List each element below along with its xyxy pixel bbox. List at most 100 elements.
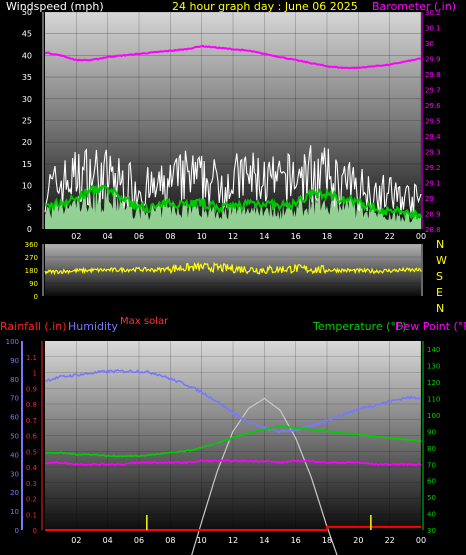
rain-humidity-temperature-chart: 010203040506070809010000.10.20.30.40.50.… bbox=[6, 338, 440, 555]
wind-barometer-chart: 0 5 10 15 20 25 30 35 40 45 50 28.8 28.9 29 29.1 29.2 29… bbox=[22, 8, 441, 241]
wind-y-tick-label: 0 bbox=[27, 225, 32, 234]
humidity-line bbox=[44, 368, 422, 434]
barometer-y-tick-label: 29.4 bbox=[425, 133, 441, 141]
wind-y-tick-label: 45 bbox=[22, 30, 32, 39]
wind-direction-line bbox=[44, 261, 422, 276]
temperature-y-tick-label: 80 bbox=[427, 445, 436, 453]
climate-x-tick-label: 04 bbox=[103, 536, 113, 545]
max-solar-line bbox=[191, 397, 338, 555]
rain-y-tick-label: 0.8 bbox=[26, 401, 37, 409]
barometer-y-tick-label: 29.9 bbox=[425, 56, 441, 64]
wind-x-tick-label: 00 bbox=[416, 232, 426, 241]
wind-x-tick-label: 10 bbox=[197, 232, 207, 241]
compass-letter: S bbox=[436, 270, 443, 283]
compass-letter: N bbox=[436, 302, 444, 315]
dewpoint-line bbox=[44, 459, 422, 467]
barometer-y-tick-label: 29.3 bbox=[425, 149, 441, 157]
rain-y-tick-label: 0.5 bbox=[26, 448, 37, 456]
wind-x-tick-label: 12 bbox=[228, 232, 238, 241]
climate-plot-background bbox=[45, 341, 421, 530]
barometer-y-tick-label: 30 bbox=[425, 40, 434, 48]
temperature-y-tick-label: 40 bbox=[427, 511, 436, 519]
temperature-y-tick-label: 110 bbox=[427, 396, 440, 404]
barometer-y-tick-label: 29.1 bbox=[425, 180, 441, 188]
compass-letter: E bbox=[436, 286, 443, 299]
humidity-y-tick-label: 90 bbox=[10, 357, 19, 365]
wind-x-tick-label: 18 bbox=[322, 232, 332, 241]
climate-x-tick-label: 10 bbox=[197, 536, 207, 545]
direction-y-tick-label: 90 bbox=[29, 280, 38, 288]
wind-y-tick-label: 30 bbox=[22, 95, 32, 104]
graph-title: 24 hour graph day : June 06 2025 bbox=[172, 0, 358, 13]
rainfall-line bbox=[45, 525, 421, 531]
direction-y-tick-label: 360 bbox=[25, 241, 38, 249]
rain-y-tick-label: 0.2 bbox=[26, 496, 37, 504]
climate-x-tick-label: 08 bbox=[165, 536, 175, 545]
humidity-y-tick-label: 30 bbox=[10, 470, 19, 478]
humidity-y-tick-label: 40 bbox=[10, 451, 19, 459]
temperature-y-tick-label: 130 bbox=[427, 363, 440, 371]
wind-y-tick-label: 35 bbox=[22, 73, 32, 82]
wind-x-tick-label: 14 bbox=[259, 232, 269, 241]
temperature-y-tick-label: 90 bbox=[427, 428, 436, 436]
climate-x-tick-label: 02 bbox=[71, 536, 81, 545]
max-solar-title: Max solar bbox=[120, 316, 169, 327]
climate-x-tick-label: 00 bbox=[416, 536, 426, 545]
climate-x-tick-label: 14 bbox=[259, 536, 269, 545]
climate-series-marks bbox=[44, 368, 422, 555]
wind-x-tick-label: 02 bbox=[71, 232, 81, 241]
barometer-y-tick-label: 29.2 bbox=[425, 164, 441, 172]
wind-average-line bbox=[44, 184, 422, 221]
rain-y-tick-label: 0 bbox=[33, 527, 37, 535]
rain-y-tick-label: 0.9 bbox=[26, 385, 37, 393]
wind-direction-chart: 0 90 180 270 360 bbox=[25, 241, 423, 301]
temperature-line bbox=[44, 425, 422, 458]
direction-y-tick-label: 180 bbox=[25, 267, 38, 275]
barometer-y-tick-label: 29.6 bbox=[425, 102, 441, 110]
rain-y-tick-label: 0.4 bbox=[26, 464, 38, 472]
temperature-y-tick-label: 100 bbox=[427, 412, 440, 420]
barometer-y-tick-label: 30.1 bbox=[425, 25, 441, 33]
direction-series-marks bbox=[44, 261, 422, 276]
wind-series-marks bbox=[44, 44, 422, 229]
barometer-y-tick-label: 30.2 bbox=[425, 9, 441, 17]
humidity-y-tick-label: 20 bbox=[10, 489, 19, 497]
wind-x-tick-label: 22 bbox=[385, 232, 395, 241]
humidity-y-tick-label: 100 bbox=[6, 338, 19, 346]
humidity-y-tick-label: 10 bbox=[10, 508, 19, 516]
temperature-title: Temperature (°F) bbox=[312, 320, 407, 333]
temperature-y-tick-label: 60 bbox=[427, 478, 436, 486]
rain-y-tick-label: 0.1 bbox=[26, 511, 37, 519]
dewpoint-title: Dew Point (°F) bbox=[395, 320, 466, 333]
barometer-y-tick-label: 28.8 bbox=[425, 226, 441, 234]
climate-x-tick-label: 18 bbox=[322, 536, 332, 545]
humidity-title: Humidity bbox=[68, 320, 118, 333]
direction-axis-ticks: 0 90 180 270 360 bbox=[25, 241, 423, 301]
temperature-y-tick-label: 70 bbox=[427, 461, 436, 469]
temperature-y-tick-label: 120 bbox=[427, 379, 440, 387]
rain-y-tick-label: 0.3 bbox=[26, 480, 37, 488]
climate-x-tick-label: 06 bbox=[134, 536, 144, 545]
compass-letter: N bbox=[436, 238, 444, 251]
barometer-y-tick-label: 29.5 bbox=[425, 118, 441, 126]
climate-x-tick-label: 12 bbox=[228, 536, 238, 545]
humidity-y-tick-label: 50 bbox=[10, 433, 19, 441]
humidity-y-tick-label: 0 bbox=[15, 527, 19, 535]
barometer-title: Barometer (.in) bbox=[372, 0, 456, 13]
barometer-y-tick-label: 29.7 bbox=[425, 87, 441, 95]
compass-letter: W bbox=[436, 254, 447, 267]
direction-y-tick-label: 0 bbox=[34, 293, 38, 301]
wind-y-tick-label: 50 bbox=[22, 8, 32, 17]
humidity-y-tick-label: 60 bbox=[10, 414, 19, 422]
wind-y-tick-label: 15 bbox=[22, 160, 32, 169]
wind-x-tick-label: 08 bbox=[165, 232, 175, 241]
barometer-y-tick-label: 28.9 bbox=[425, 211, 441, 219]
wind-y-tick-label: 5 bbox=[27, 203, 32, 212]
humidity-y-tick-label: 80 bbox=[10, 376, 19, 384]
humidity-y-tick-label: 70 bbox=[10, 395, 19, 403]
barometer-y-tick-label: 29.8 bbox=[425, 71, 441, 79]
wind-y-tick-label: 40 bbox=[22, 51, 32, 60]
direction-y-tick-label: 270 bbox=[25, 254, 38, 262]
